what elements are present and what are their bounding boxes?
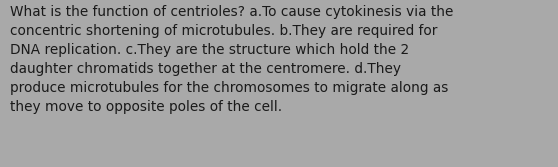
Text: What is the function of centrioles? a.To cause cytokinesis via the
concentric sh: What is the function of centrioles? a.To… (10, 5, 454, 114)
